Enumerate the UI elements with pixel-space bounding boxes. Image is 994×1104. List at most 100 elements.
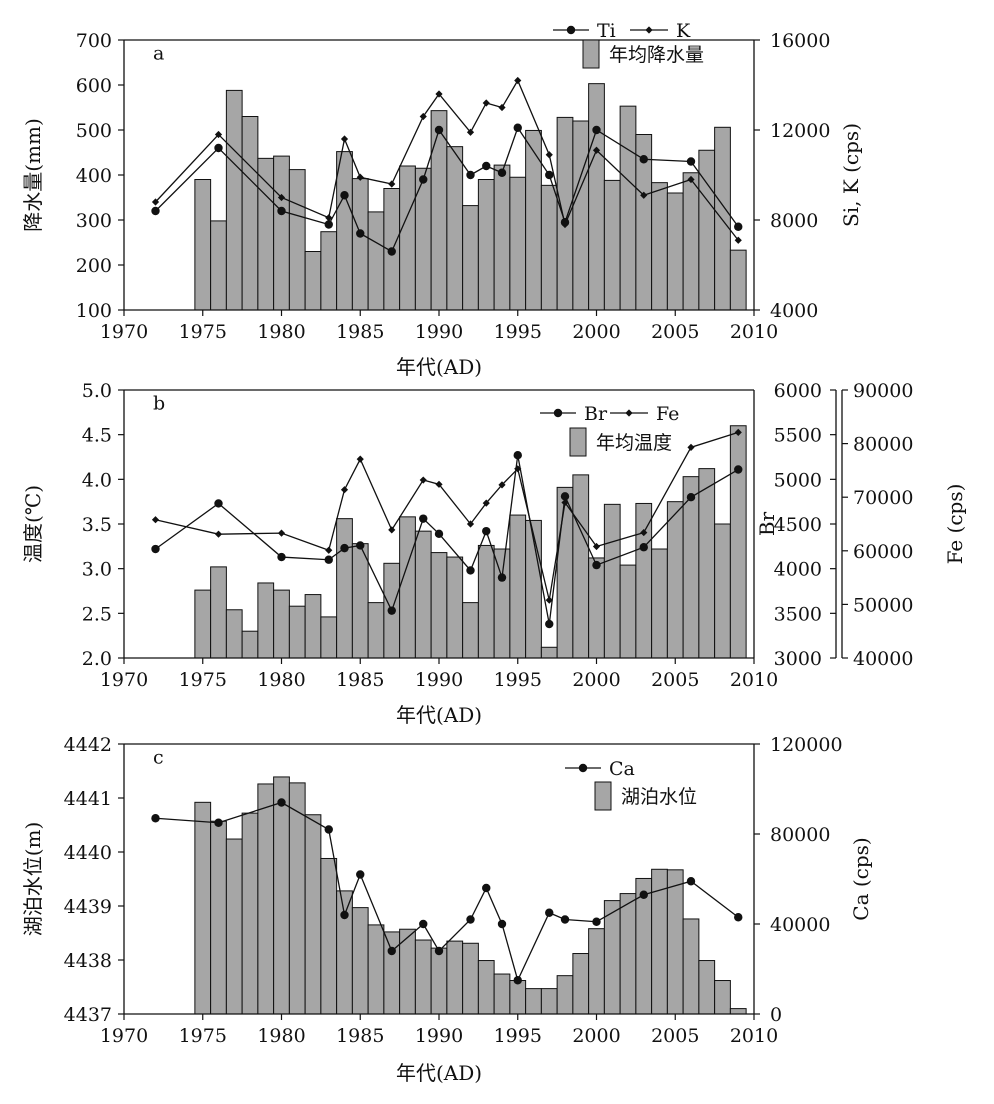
- bar: [729, 249, 747, 311]
- bar: [210, 220, 227, 311]
- data-point: [388, 180, 396, 188]
- data-point: [640, 191, 648, 199]
- legend-swatch: [569, 427, 587, 457]
- data-point: [561, 498, 569, 507]
- y-tick-label: 4437: [64, 1004, 112, 1026]
- right-tick-label: 40000: [770, 914, 830, 936]
- x-tick-label: 1995: [494, 669, 542, 691]
- x-tick-label: 1975: [179, 321, 227, 343]
- bar: [241, 630, 259, 659]
- bar: [666, 869, 684, 1015]
- bar: [210, 566, 227, 659]
- x-tick-label: 1985: [336, 321, 384, 343]
- y-tick-label: 400: [76, 165, 112, 187]
- data-point: [151, 198, 160, 206]
- data-point: [324, 555, 333, 564]
- legend-label: 年均降水量: [609, 44, 704, 66]
- bar: [666, 501, 684, 659]
- right-tick-label: 12000: [770, 120, 830, 142]
- data-point: [639, 890, 648, 899]
- bar: [540, 646, 558, 659]
- data-point: [387, 247, 396, 256]
- data-point: [592, 542, 601, 551]
- bar: [666, 192, 684, 311]
- bar: [430, 552, 448, 659]
- panel-letter: a: [153, 43, 164, 65]
- x-tick-label: 2005: [651, 321, 699, 343]
- y-tick-label: 4441: [64, 788, 112, 810]
- data-point: [434, 529, 444, 539]
- data-point: [151, 206, 160, 216]
- x-tick-label: 1975: [179, 1025, 227, 1047]
- bar: [273, 155, 290, 311]
- bar: [619, 105, 637, 311]
- data-point: [466, 915, 475, 924]
- y-tick-label: 300: [76, 210, 112, 232]
- right-tick-label: 4500: [774, 514, 822, 536]
- data-point: [498, 481, 506, 489]
- y-tick-label: 500: [76, 120, 112, 142]
- legend-swatch: [594, 781, 612, 811]
- data-point: [434, 125, 444, 135]
- data-point: [277, 193, 286, 202]
- legend-label: Ca: [609, 758, 635, 780]
- x-tick-label: 1980: [257, 669, 305, 691]
- data-point: [324, 825, 333, 834]
- axes: 1970 1975 1980 1985 1990 1995 2000 2005 2010 年代(A…: [21, 30, 863, 379]
- bar: [462, 942, 479, 1015]
- data-point: [419, 112, 427, 121]
- bar: [651, 182, 668, 311]
- data-point: [686, 493, 696, 502]
- right-tick-label: 50000: [853, 594, 913, 616]
- bar: [603, 179, 621, 311]
- data-point: [545, 170, 554, 180]
- right-tick-label: 60000: [853, 541, 913, 563]
- bar: [619, 893, 637, 1015]
- legend-label: Fe: [656, 403, 679, 425]
- bar: [572, 120, 590, 311]
- data-point: [324, 220, 333, 229]
- data-point: [214, 143, 223, 153]
- right-tick-label: 5000: [774, 469, 822, 491]
- panel-b: 1970 1975 1980 1985 1990 1995 2000 2005 2010 年代(A…: [21, 380, 967, 727]
- y-axis-title-right-0: Br: [755, 511, 779, 536]
- data-point: [497, 573, 507, 582]
- panel-c: 1970 1975 1980 1985 1990 1995 2000 2005 2010 年代(A…: [21, 734, 873, 1085]
- bar: [509, 514, 527, 659]
- y-tick-label: 4442: [64, 734, 112, 756]
- y-tick-label: 4.0: [82, 469, 112, 491]
- data-point: [560, 492, 570, 501]
- data-point: [214, 130, 223, 139]
- bar: [651, 868, 668, 1015]
- legend: Ca 湖泊水位: [565, 758, 697, 811]
- data-point: [482, 526, 491, 536]
- series-ti: [151, 123, 743, 256]
- data-point: [356, 541, 365, 550]
- bar: [651, 548, 668, 659]
- bar: [351, 178, 369, 311]
- data-point: [592, 560, 601, 570]
- series-k: [151, 76, 742, 244]
- data-point: [497, 919, 507, 929]
- bar: [714, 126, 731, 311]
- data-point: [435, 90, 443, 98]
- data-point: [497, 168, 507, 177]
- y-tick-label: 4439: [64, 896, 112, 918]
- bar: [194, 589, 212, 659]
- data-point: [639, 543, 648, 552]
- data-point: [388, 526, 396, 534]
- bar: [288, 605, 306, 659]
- axes: 1970 1975 1980 1985 1990 1995 2000 2005 2010 年代(A…: [21, 734, 873, 1085]
- y-tick-label: 4.5: [82, 425, 112, 447]
- data-point: [482, 883, 491, 893]
- right-tick-label: 3500: [774, 603, 822, 625]
- bar: [414, 939, 432, 1015]
- y-axis-title-right-0: Ca (cps): [849, 837, 873, 920]
- right-tick-label: 8000: [770, 210, 818, 232]
- data-point: [686, 157, 696, 166]
- bar: [273, 589, 290, 659]
- data-point: [561, 220, 569, 229]
- data-point: [214, 530, 223, 538]
